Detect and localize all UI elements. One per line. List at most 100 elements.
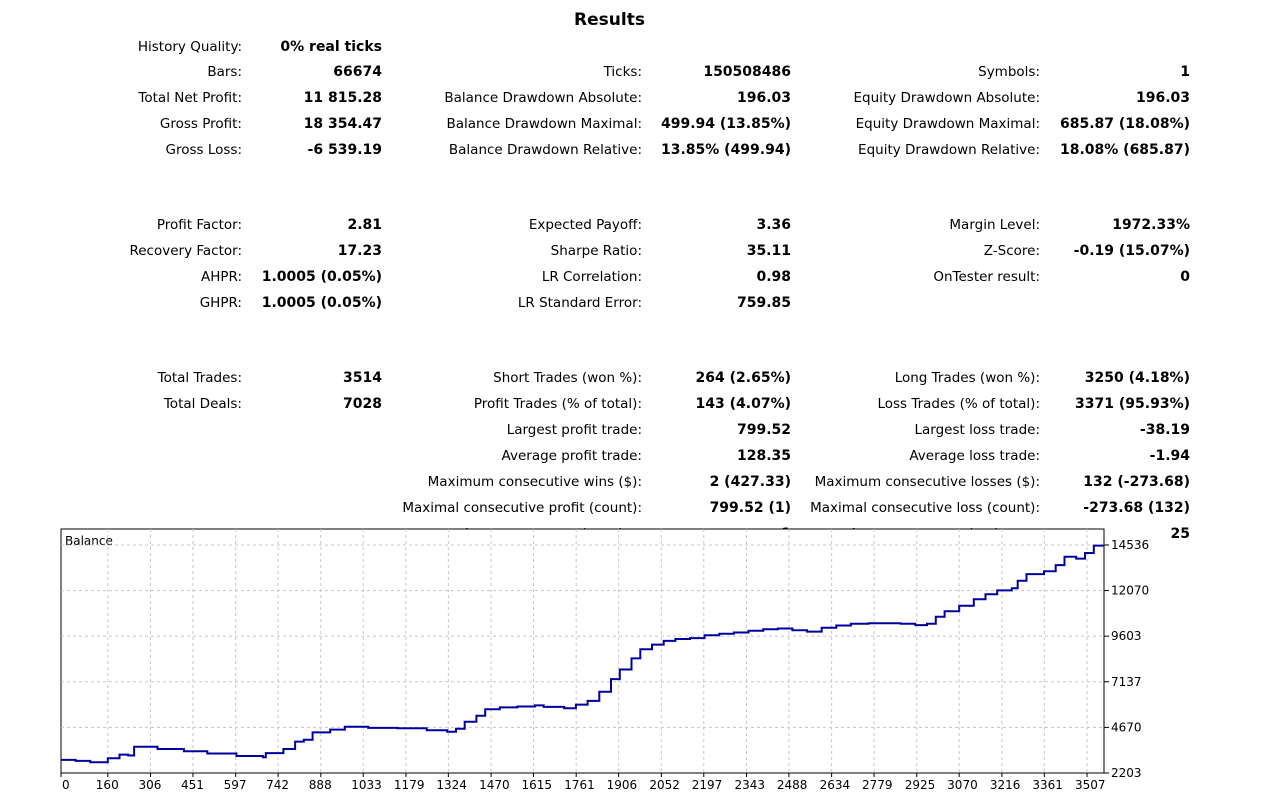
x-tick-label: 0: [62, 778, 70, 792]
col1-stat-label: AHPR:: [200, 269, 242, 285]
col1-stat-value: 66674: [333, 64, 382, 80]
col2-stat-value: 799.52 (1): [709, 500, 791, 516]
col3-stat-label: OnTester result:: [933, 269, 1040, 285]
results-title: Results: [574, 10, 645, 30]
col3-stat-label: Z-Score:: [983, 243, 1040, 259]
col3-stat-value: -0.19 (15.07%): [1073, 243, 1190, 259]
x-tick-label: 1470: [479, 778, 510, 792]
col2-stat-value: 2 (427.33): [709, 474, 791, 490]
col2-stat-value: 759.85: [736, 295, 791, 311]
col3-stat-label: Margin Level:: [949, 217, 1040, 233]
x-tick-label: 2343: [734, 778, 765, 792]
col1-stat-value: 7028: [343, 396, 382, 412]
x-tick-label: 3216: [990, 778, 1021, 792]
col1-stat-value: -6 539.19: [307, 142, 382, 158]
col2-stat-value: 799.52: [736, 422, 791, 438]
col2-stat-value: 196.03: [736, 90, 791, 106]
col3-stat-label: Loss Trades (% of total):: [877, 396, 1040, 412]
balance-chart: Balance 2203 4670 7137 9603 12070 14536 0 160 3…: [60, 528, 1149, 792]
y-tick-label: 2203: [1111, 766, 1142, 780]
y-tick-label: 12070: [1111, 584, 1149, 598]
col1-stat-value: 18 354.47: [303, 116, 382, 132]
col2-stat-label: Expected Payoff:: [528, 217, 642, 233]
col3-stat-value: 18.08% (685.87): [1059, 142, 1190, 158]
col2-stat-label: Balance Drawdown Relative:: [448, 142, 642, 158]
col3-stat-value: -1.94: [1149, 448, 1190, 464]
col2-stat-label: LR Standard Error:: [517, 295, 642, 311]
col1-stat-label: Bars:: [207, 64, 242, 80]
x-tick-label: 1906: [607, 778, 638, 792]
col2-stat-label: Balance Drawdown Absolute:: [444, 90, 642, 106]
col2-stat-label: Ticks:: [603, 64, 642, 80]
x-tick-label: 1033: [351, 778, 382, 792]
x-tick-label: 742: [266, 778, 289, 792]
col3-stat-value: 1972.33%: [1112, 217, 1190, 233]
balance-series-line: [61, 544, 1104, 764]
col1-stat-label: Total Net Profit:: [138, 90, 242, 106]
col2-stat-value: 264 (2.65%): [695, 370, 791, 386]
col2-stat-label: Short Trades (won %):: [493, 370, 642, 386]
col2-stat-label: Average profit trade:: [501, 448, 642, 464]
col3-stat-label: Symbols:: [978, 64, 1040, 80]
col1-stat-label: Recovery Factor:: [129, 243, 242, 259]
col2-stat-value: 3.36: [756, 217, 791, 233]
col3-stat-label: Largest loss trade:: [914, 422, 1040, 438]
col1-stat-label: Total Deals:: [163, 396, 242, 412]
col3-stat-label: Average loss trade:: [909, 448, 1040, 464]
col3-stat-label: Long Trades (won %):: [894, 370, 1040, 386]
x-tick-label: 1615: [521, 778, 552, 792]
chart-x-axis: 0 160 306 451 597 742 888 1033 1179 1324 1470 1615 1…: [60, 773, 1106, 792]
col3-stat-label: Equity Drawdown Relative:: [858, 142, 1040, 158]
col3-stat-value: -273.68 (132): [1083, 500, 1190, 516]
x-tick-label: 306: [139, 778, 162, 792]
col1-stat-value: 3514: [343, 370, 382, 386]
col1-stat-value: 2.81: [347, 217, 382, 233]
col1-stat-label: GHPR:: [199, 295, 242, 311]
col2-stat-value: 150508486: [703, 64, 791, 80]
y-tick-label: 14536: [1111, 538, 1149, 552]
x-tick-label: 1761: [564, 778, 595, 792]
col1-stat-label: Gross Profit:: [159, 116, 242, 132]
x-tick-label: 160: [96, 778, 119, 792]
col2-stat-value: 0.98: [756, 269, 791, 285]
col1-stat-value: 1.0005 (0.05%): [261, 295, 382, 311]
x-tick-label: 2052: [649, 778, 680, 792]
col1-stat-label: Gross Loss:: [165, 142, 243, 158]
chart-title: Balance: [65, 534, 113, 548]
col3-stat-value: 132 (-273.68): [1083, 474, 1190, 490]
col1-stat-value: 1.0005 (0.05%): [261, 269, 382, 285]
x-tick-label: 2634: [820, 778, 851, 792]
col3-stat-value: 25: [1170, 526, 1190, 542]
col3-stat-label: Equity Drawdown Maximal:: [855, 116, 1040, 132]
col2-stat-value: 499.94 (13.85%): [660, 116, 791, 132]
x-tick-label: 3361: [1032, 778, 1063, 792]
x-tick-label: 1324: [436, 778, 467, 792]
chart-grid: [61, 529, 1104, 773]
col3-stat-label: Maximum consecutive losses ($):: [814, 474, 1040, 490]
col3-stat-value: 3250 (4.18%): [1084, 370, 1190, 386]
col1-stat-value: 17.23: [337, 243, 382, 259]
col1-stat-value: 11 815.28: [303, 90, 382, 106]
col2-stat-label: LR Correlation:: [541, 269, 642, 285]
x-tick-label: 1179: [394, 778, 425, 792]
col1-stat-label: Profit Factor:: [156, 217, 242, 233]
col3-stat-value: 685.87 (18.08%): [1059, 116, 1190, 132]
col3-stat-label: Maximal consecutive loss (count):: [810, 500, 1040, 516]
chart-plot-area: [60, 528, 1105, 774]
y-tick-label: 7137: [1111, 675, 1142, 689]
col3-stat-value: -38.19: [1139, 422, 1190, 438]
col3-stat-value: 1: [1180, 64, 1190, 80]
chart-y-axis: 2203 4670 7137 9603 12070 14536: [1104, 538, 1149, 780]
col3-stat-value: 196.03: [1135, 90, 1190, 106]
col2-stat-label: Balance Drawdown Maximal:: [446, 116, 643, 132]
col1-stat-label: Total Trades:: [157, 370, 242, 386]
col3-stat-value: 0: [1180, 269, 1190, 285]
col3-stat-value: 3371 (95.93%): [1075, 396, 1190, 412]
x-tick-label: 597: [224, 778, 247, 792]
x-tick-label: 3070: [947, 778, 978, 792]
y-tick-label: 4670: [1111, 720, 1142, 734]
col3-stat-label: Equity Drawdown Absolute:: [853, 90, 1040, 106]
x-tick-label: 888: [309, 778, 332, 792]
col2-stat-label: Largest profit trade:: [506, 422, 642, 438]
x-tick-label: 2779: [862, 778, 893, 792]
